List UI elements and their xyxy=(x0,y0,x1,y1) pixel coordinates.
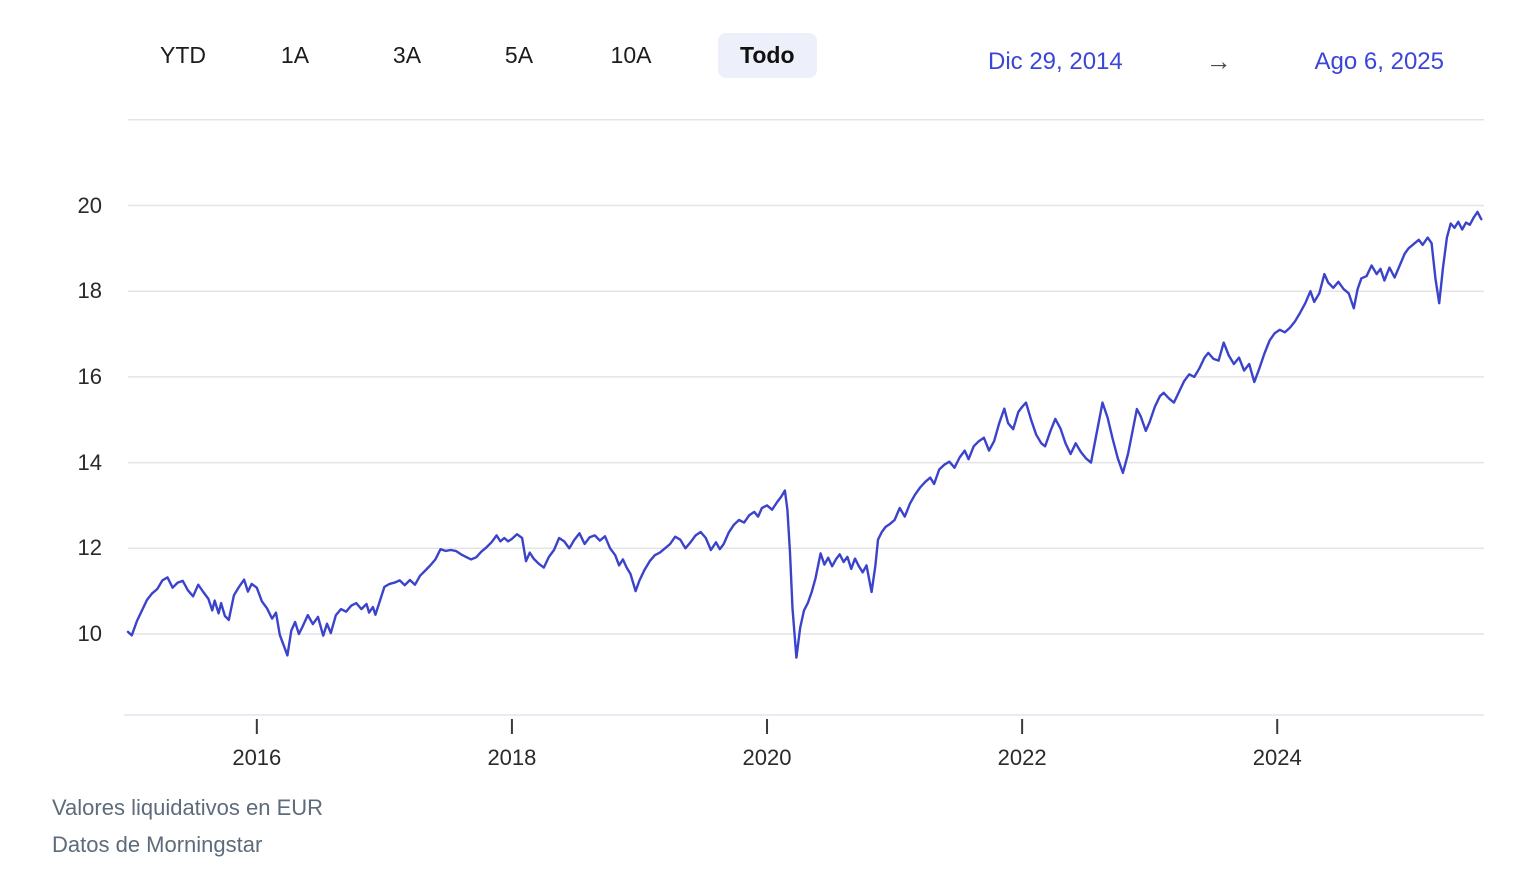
x-axis-label: 2018 xyxy=(487,745,537,770)
x-axis-label: 2022 xyxy=(997,745,1047,770)
date-range: Dic 29, 2014 → Ago 6, 2025 xyxy=(988,46,1444,77)
footer-currency-note: Valores liquidativos en EUR xyxy=(52,795,324,820)
arrow-right-icon: → xyxy=(1205,46,1232,76)
tab-10a[interactable]: 10A xyxy=(610,42,652,68)
start-date[interactable]: Dic 29, 2014 xyxy=(988,47,1123,75)
tab-1a[interactable]: 1A xyxy=(280,42,310,68)
tab-5a[interactable]: 5A xyxy=(504,42,534,68)
tab-todo[interactable]: Todo xyxy=(718,33,817,78)
nav-series-line xyxy=(126,210,1483,659)
x-axis-label: 2024 xyxy=(1252,745,1302,770)
y-axis-label: 14 xyxy=(77,449,102,475)
x-axis-label: 2020 xyxy=(742,745,792,770)
y-axis-label: 20 xyxy=(77,192,102,218)
footer-source-note: Datos de Morningstar xyxy=(52,832,263,857)
tab-ytd[interactable]: YTD xyxy=(160,42,206,68)
y-axis-label: 16 xyxy=(77,363,102,389)
y-axis-label: 10 xyxy=(77,621,102,646)
end-date[interactable]: Ago 6, 2025 xyxy=(1314,47,1444,75)
period-tabs: YTD 1A 3A 5A 10A Todo xyxy=(158,33,817,78)
y-axis-label: 18 xyxy=(77,278,102,304)
x-axis-label: 2016 xyxy=(232,745,282,770)
chart-footer: Valores liquidativos en EUR Datos de Mor… xyxy=(52,789,323,863)
tab-3a[interactable]: 3A xyxy=(392,42,422,68)
y-axis-label: 12 xyxy=(77,535,102,561)
